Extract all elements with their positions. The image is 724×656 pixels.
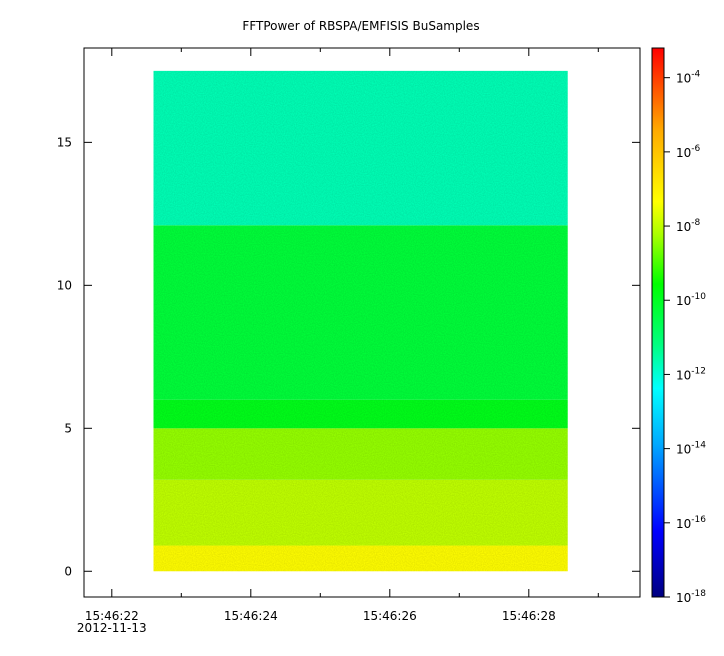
y-tick-label: 5 bbox=[64, 421, 72, 435]
chart-title: FFTPower of RBSPA/EMFISIS BuSamples bbox=[242, 19, 479, 33]
y-tick-label: 10 bbox=[57, 278, 72, 292]
colorbar-tick-label: 10-12 bbox=[676, 366, 706, 382]
plot-border bbox=[83, 47, 641, 598]
colorbar-tick-label: 10-14 bbox=[676, 441, 706, 457]
colorbar-tick-label: 10-6 bbox=[676, 144, 701, 160]
x-tick-label: 15:46:22 bbox=[85, 609, 139, 623]
colorbar-tick-label: 10-16 bbox=[676, 515, 706, 531]
colorbar-tick-label: 10-18 bbox=[676, 589, 706, 605]
y-axis: 0 5 10 15 bbox=[57, 135, 640, 578]
colorbar: 10-4 10-6 10-8 10-10 10-12 10-14 10-16 10-18 bbox=[651, 47, 706, 605]
colorbar-gradient bbox=[652, 48, 664, 597]
spectrogram-noise bbox=[153, 70, 568, 572]
colorbar-tick-label: 10-4 bbox=[676, 70, 701, 86]
colorbar-labels: 10-4 10-6 10-8 10-10 10-12 10-14 10-16 10-18 bbox=[664, 70, 706, 605]
colorbar-tick-label: 10-10 bbox=[676, 292, 706, 308]
x-tick-date-label: 2012-11-13 bbox=[77, 621, 147, 635]
colorbar-border bbox=[651, 47, 665, 598]
x-tick-label: 15:46:24 bbox=[224, 609, 278, 623]
x-tick-label: 15:46:26 bbox=[363, 609, 417, 623]
y-tick-label: 0 bbox=[64, 564, 72, 578]
y-tick-label: 15 bbox=[57, 135, 72, 149]
x-tick-label: 15:46:28 bbox=[502, 609, 556, 623]
colorbar-tick-label: 10-8 bbox=[676, 218, 701, 234]
plot-area bbox=[83, 47, 641, 598]
